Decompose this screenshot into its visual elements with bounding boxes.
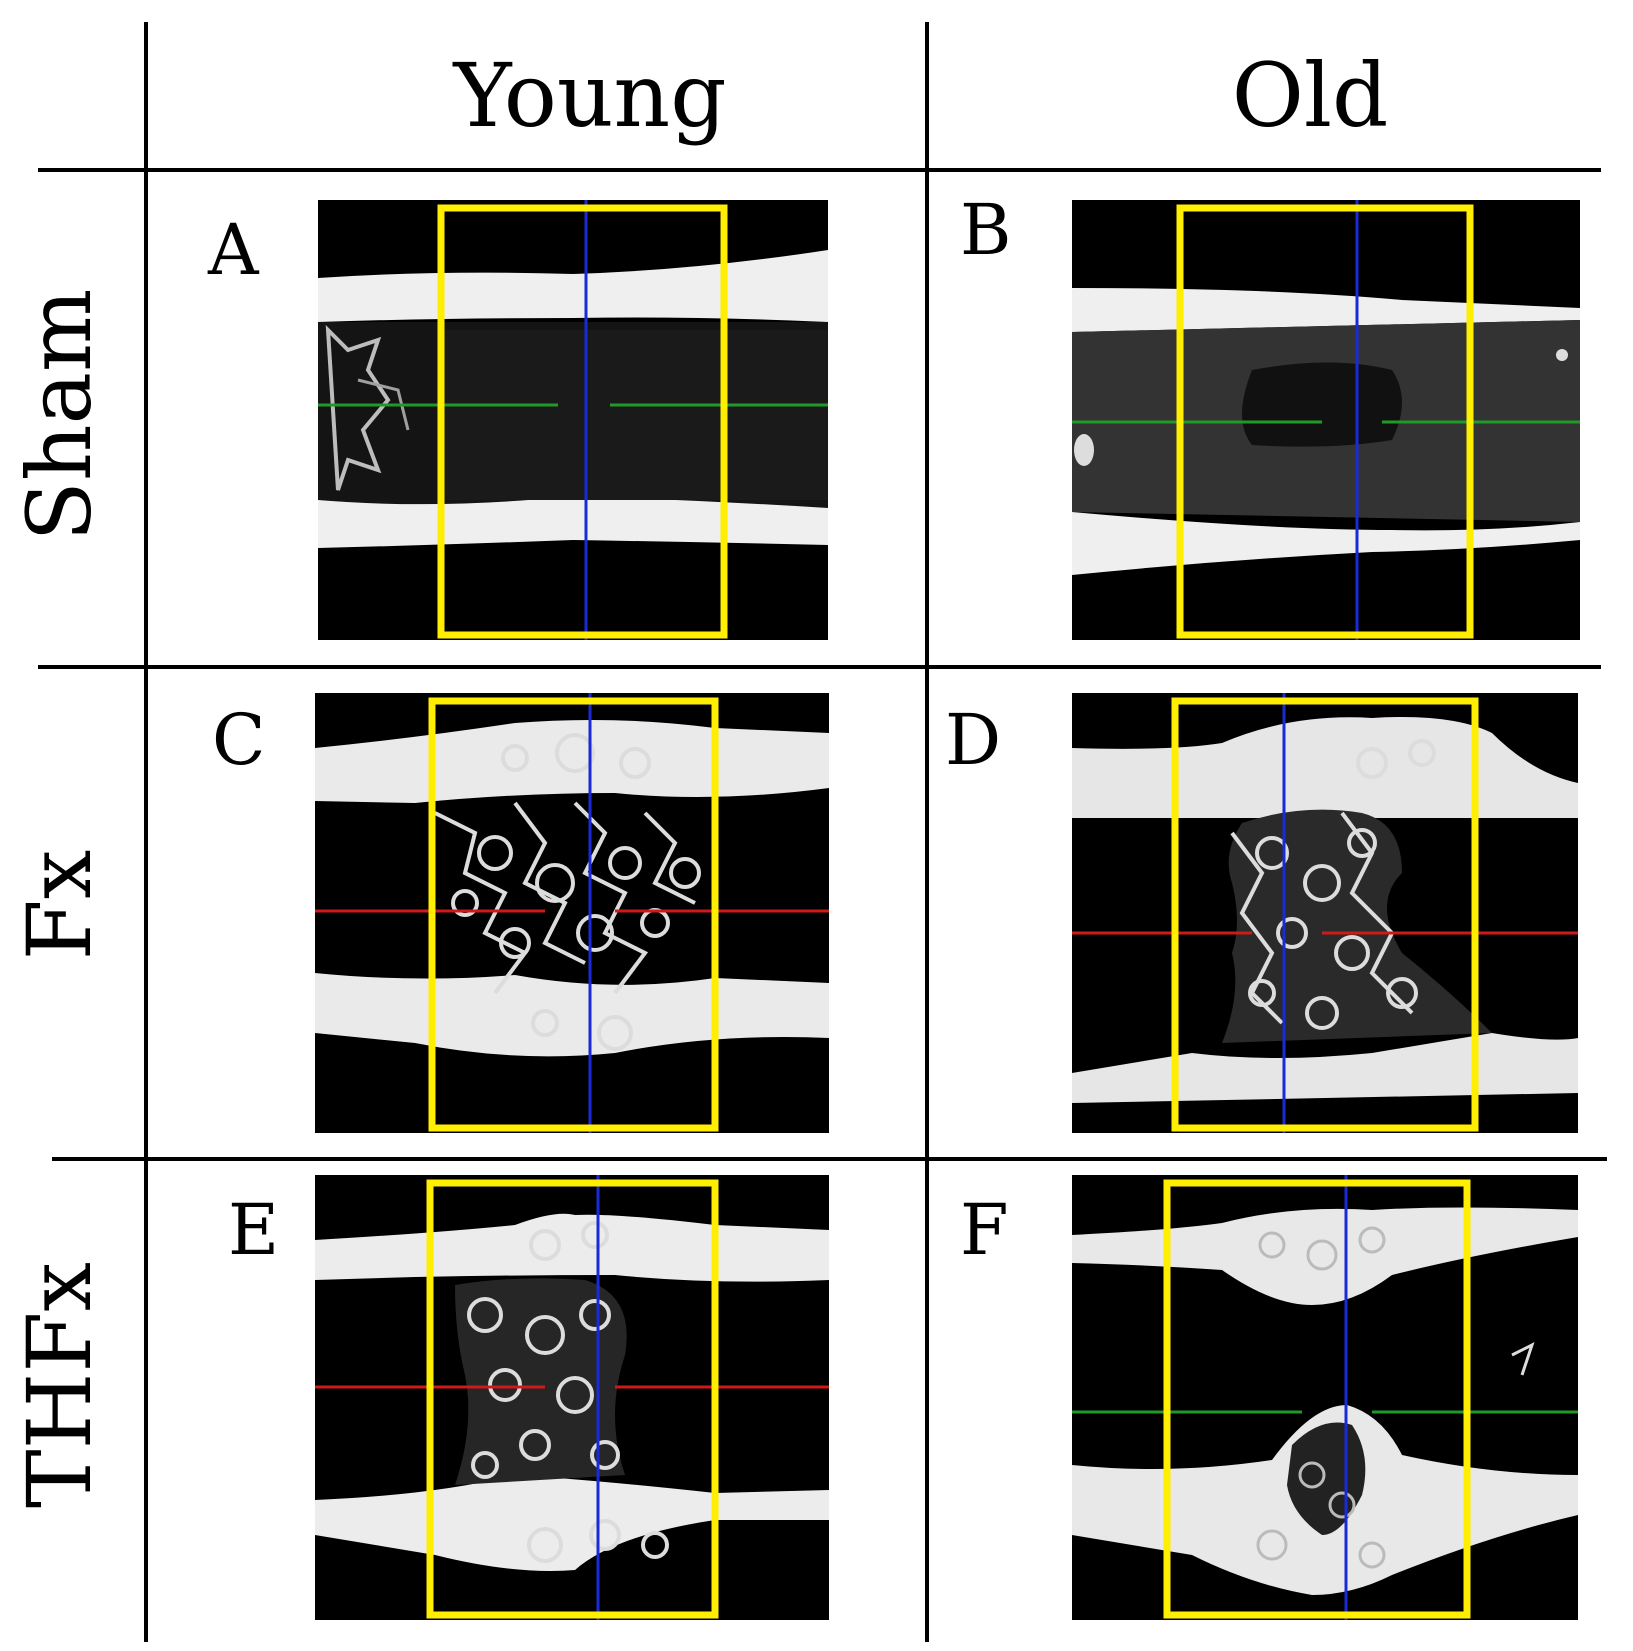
microct-image-e	[315, 1175, 829, 1620]
panel-letter-a: A	[208, 209, 259, 291]
horizontal-rule-header	[38, 168, 1601, 172]
microct-image-f	[1072, 1175, 1578, 1620]
microct-image-b	[1072, 200, 1580, 640]
panel-letter-f: F	[960, 1189, 1009, 1271]
microct-image-d	[1072, 693, 1578, 1133]
row-header-fx: Fx	[8, 849, 111, 961]
horizontal-rule-row2	[52, 1157, 1607, 1161]
row-header-sham: Sham	[8, 288, 111, 542]
panel-letter-d: D	[945, 699, 1002, 781]
vertical-rule-middle	[925, 22, 929, 1642]
column-header-old: Old	[1231, 44, 1389, 147]
panel-letter-e: E	[228, 1189, 280, 1271]
microct-image-c	[315, 693, 829, 1133]
panel-letter-c: C	[212, 699, 266, 781]
vertical-rule-left	[144, 22, 148, 1642]
horizontal-rule-row1	[38, 665, 1601, 669]
panel-letter-b: B	[960, 189, 1012, 271]
microct-image-a	[318, 200, 828, 640]
row-header-thfx: THFx	[8, 1261, 111, 1509]
column-header-young: Young	[453, 44, 727, 147]
